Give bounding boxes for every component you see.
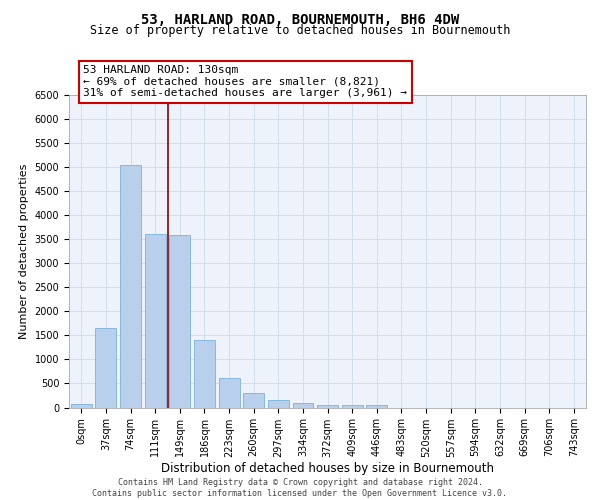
Bar [268,400,289,407]
Text: Size of property relative to detached houses in Bournemouth: Size of property relative to detached ho… [90,24,510,37]
Text: 53, HARLAND ROAD, BOURNEMOUTH, BH6 4DW: 53, HARLAND ROAD, BOURNEMOUTH, BH6 4DW [141,12,459,26]
Bar [218,378,239,408]
Bar [145,234,166,408]
Bar [293,402,313,407]
Y-axis label: Number of detached properties: Number of detached properties [19,164,29,339]
Bar [194,340,215,407]
X-axis label: Distribution of detached houses by size in Bournemouth: Distribution of detached houses by size … [161,462,494,475]
Bar [169,236,190,408]
Bar [71,404,92,407]
Bar [317,404,338,407]
Bar [243,392,264,407]
Bar [95,328,116,407]
Bar [342,405,362,407]
Bar [120,164,141,408]
Text: 53 HARLAND ROAD: 130sqm
← 69% of detached houses are smaller (8,821)
31% of semi: 53 HARLAND ROAD: 130sqm ← 69% of detache… [83,65,407,98]
Text: Contains HM Land Registry data © Crown copyright and database right 2024.
Contai: Contains HM Land Registry data © Crown c… [92,478,508,498]
Bar [367,404,388,407]
